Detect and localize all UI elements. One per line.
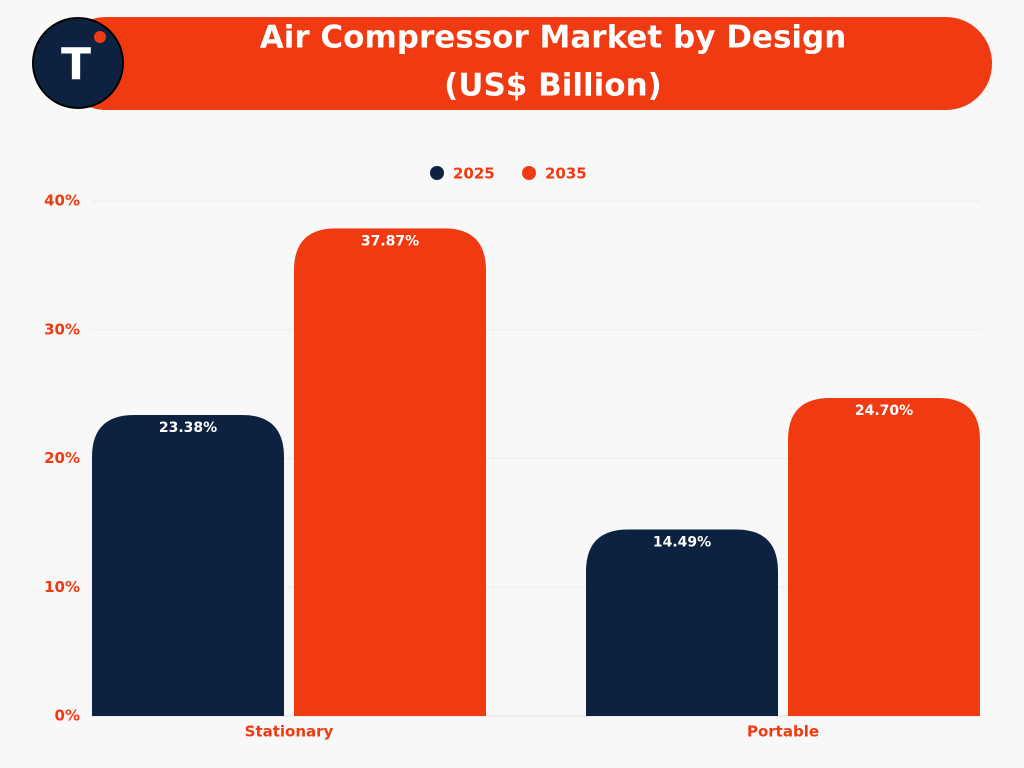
legend-swatch (430, 166, 444, 180)
y-tick-label: 20% (44, 449, 80, 467)
legend-label: 2035 (545, 165, 587, 183)
y-tick-label: 10% (44, 578, 80, 596)
logo-text: T (61, 39, 91, 90)
legend-label: 2025 (453, 165, 495, 183)
x-tick-label: Portable (747, 723, 819, 741)
chart-title: Air Compressor Market by Design (260, 20, 847, 56)
header-banner (60, 17, 992, 110)
data-label: 23.38% (159, 420, 217, 436)
legend-swatch (522, 166, 536, 180)
data-label: 37.87% (361, 233, 419, 249)
data-label: 14.49% (653, 534, 711, 550)
x-tick-label: Stationary (245, 723, 334, 741)
bar (788, 397, 980, 716)
chart-subtitle: (US$ Billion) (444, 68, 662, 104)
bar (294, 228, 486, 716)
data-label: 24.70% (855, 403, 913, 419)
y-tick-label: 0% (55, 707, 80, 725)
logo-dot (94, 31, 106, 43)
bar (586, 529, 778, 716)
y-tick-label: 30% (44, 320, 80, 338)
y-tick-label: 40% (44, 192, 80, 210)
bar (92, 414, 284, 716)
